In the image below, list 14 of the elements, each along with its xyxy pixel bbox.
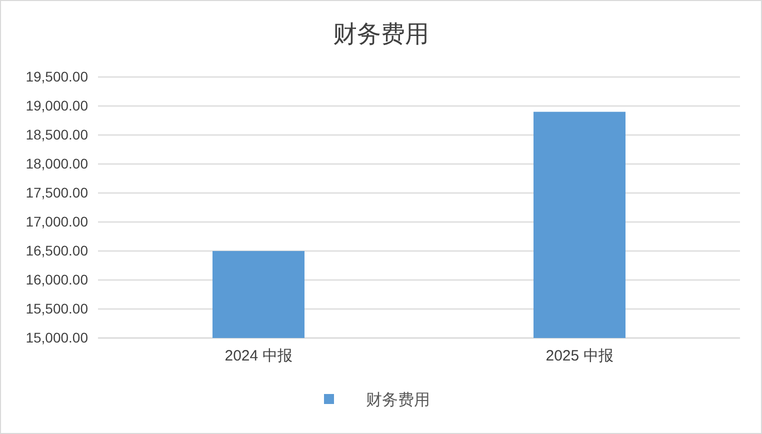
y-tick-label: 17,500.00 (26, 184, 88, 200)
legend-label: 财务费用 (366, 390, 430, 409)
y-tick-label: 18,500.00 (26, 126, 88, 142)
x-tick-label: 2024 中报 (224, 348, 292, 365)
y-tick-label: 17,000.00 (26, 213, 88, 230)
y-tick-label: 18,000.00 (26, 155, 88, 172)
chart-title: 财务费用 (333, 20, 429, 48)
y-tick-label: 19,500.00 (26, 68, 88, 84)
x-tick-label: 2025 中报 (546, 348, 614, 365)
y-tick-label: 19,000.00 (26, 97, 88, 114)
y-tick-label: 15,000.00 (26, 329, 88, 346)
y-tick-label: 16,500.00 (26, 242, 88, 258)
y-tick-label: 15,500.00 (26, 300, 88, 316)
y-tick-label: 16,000.00 (26, 271, 88, 288)
